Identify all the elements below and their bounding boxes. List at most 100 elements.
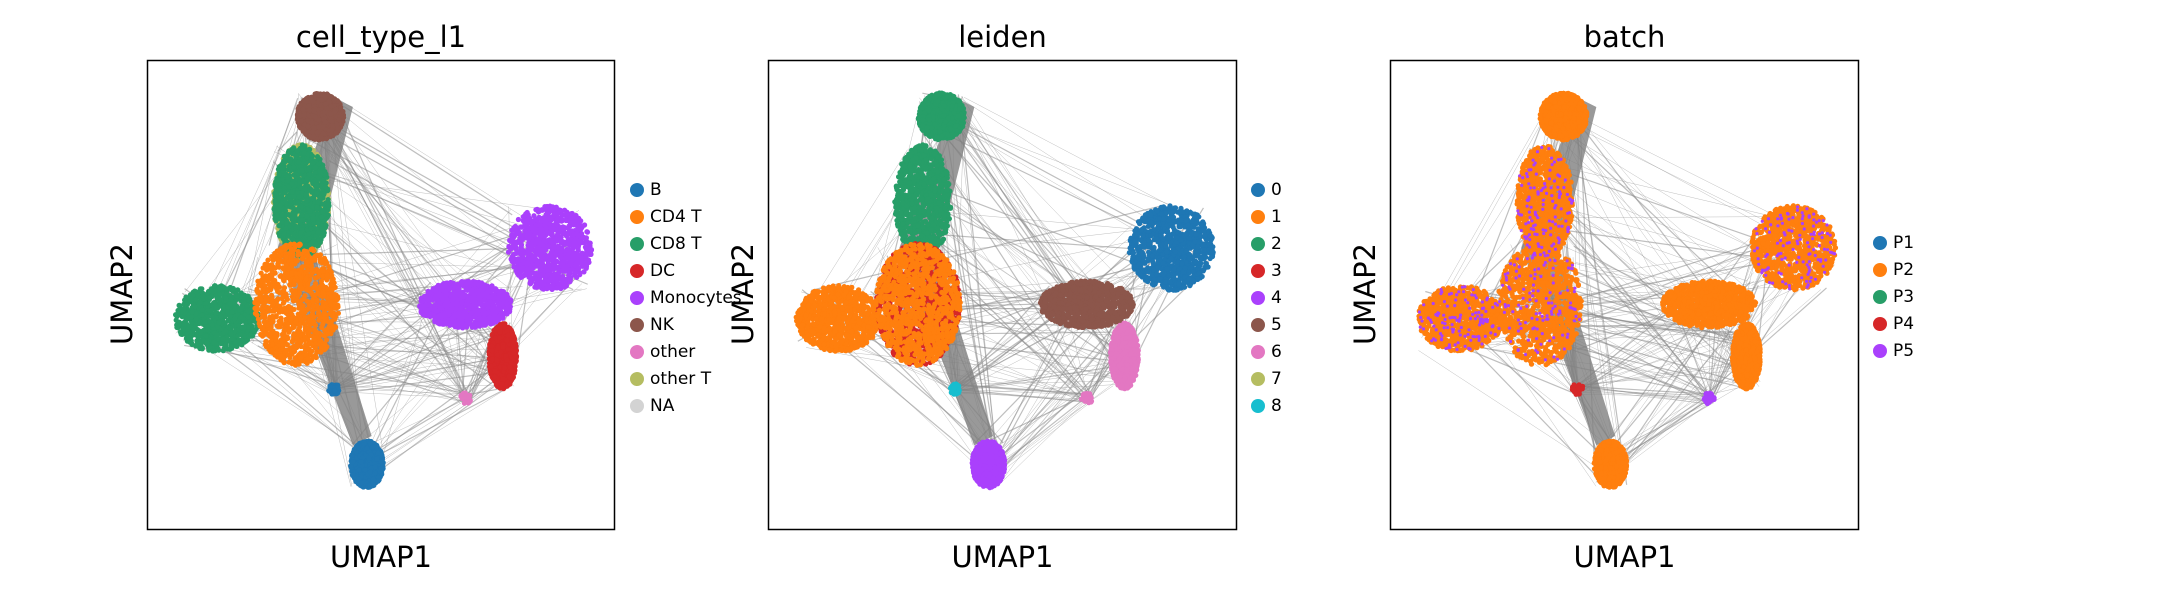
point: [281, 231, 287, 237]
point: [322, 311, 328, 317]
point: [283, 225, 289, 231]
point: [300, 146, 306, 152]
point: [229, 336, 235, 342]
point: [305, 330, 311, 336]
point: [297, 112, 303, 119]
point: [288, 168, 294, 174]
point: [307, 318, 313, 324]
point: [298, 230, 304, 236]
point: [254, 288, 260, 294]
point: [309, 129, 315, 135]
point: [206, 289, 212, 295]
point: [306, 133, 312, 139]
point: [294, 148, 300, 154]
point: [280, 266, 286, 272]
point: [277, 248, 284, 254]
point: [328, 281, 334, 287]
point: [326, 99, 332, 105]
point: [320, 268, 326, 274]
point: [238, 314, 244, 320]
point: [272, 265, 278, 271]
point: [303, 277, 309, 283]
point: [174, 324, 180, 330]
point: [204, 340, 210, 346]
point: [310, 216, 316, 222]
point: [305, 347, 311, 353]
point: [262, 283, 268, 289]
point: [274, 213, 280, 219]
point: [265, 288, 271, 294]
point: [307, 340, 313, 346]
point: [287, 198, 293, 204]
point: [213, 310, 219, 316]
point: [311, 248, 317, 254]
point: [515, 216, 521, 223]
point: [295, 311, 301, 317]
point: [277, 202, 283, 208]
point: [203, 333, 209, 339]
point: [308, 226, 314, 232]
point: [268, 348, 274, 354]
point: [289, 146, 295, 152]
point: [270, 301, 276, 307]
umap-plot-1: [146, 59, 616, 531]
point: [312, 164, 319, 171]
point: [278, 353, 284, 359]
point: [283, 254, 289, 260]
point: [216, 319, 222, 326]
point: [214, 332, 220, 338]
cluster-NK: [294, 91, 347, 143]
point: [314, 204, 320, 210]
point: [312, 114, 318, 120]
point: [329, 287, 335, 293]
point: [211, 283, 218, 289]
point: [295, 252, 301, 258]
point: [296, 159, 302, 165]
point: [241, 300, 247, 306]
point: [299, 286, 305, 292]
point: [190, 293, 196, 299]
point: [318, 135, 324, 141]
point: [260, 326, 266, 332]
point: [309, 311, 315, 317]
point: [312, 281, 319, 287]
point: [276, 223, 282, 229]
point: [305, 355, 311, 361]
point: [299, 264, 306, 270]
point: [289, 189, 295, 195]
point: [288, 241, 294, 247]
point: [340, 108, 346, 115]
point: [307, 208, 313, 214]
point: [294, 297, 300, 303]
point: [285, 335, 291, 341]
point: [281, 288, 287, 294]
point: [315, 290, 321, 296]
point: [328, 269, 334, 275]
point: [315, 155, 321, 161]
point: [297, 332, 304, 338]
point: [202, 319, 208, 325]
point: [277, 303, 283, 309]
point: [321, 230, 327, 236]
point: [329, 118, 335, 125]
point: [295, 199, 301, 206]
point: [318, 97, 325, 103]
point: [304, 213, 310, 219]
point: [287, 282, 293, 288]
point: [301, 295, 307, 301]
point: [303, 253, 310, 259]
point: [200, 293, 206, 299]
point: [228, 344, 235, 350]
point: [313, 182, 319, 188]
point: [279, 295, 285, 302]
point: [320, 208, 326, 214]
point: [306, 231, 312, 237]
point: [277, 322, 283, 328]
point: [245, 314, 251, 320]
point: [290, 210, 296, 217]
point: [204, 327, 211, 333]
point: [280, 276, 286, 282]
point: [220, 336, 226, 342]
point: [322, 119, 328, 125]
